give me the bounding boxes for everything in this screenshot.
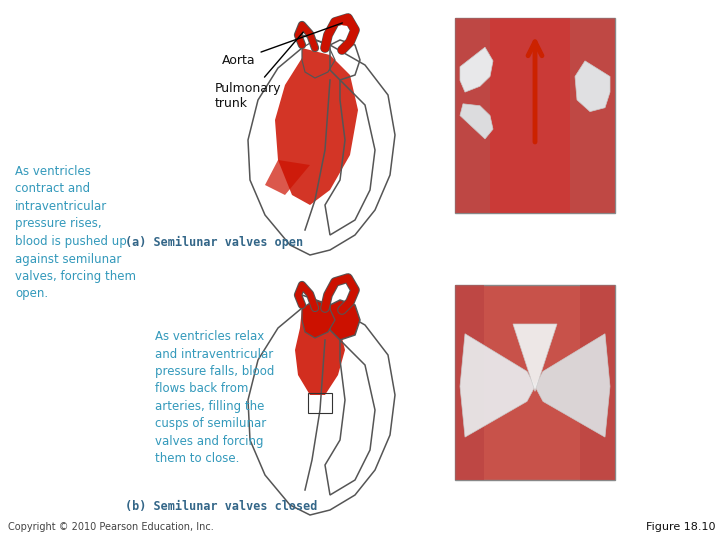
Bar: [455, 18, 615, 213]
Polygon shape: [570, 18, 615, 213]
Polygon shape: [295, 308, 345, 395]
Polygon shape: [455, 285, 484, 480]
Polygon shape: [275, 48, 358, 205]
Text: As ventricles
contract and
intraventricular
pressure rises,
blood is pushed up
a: As ventricles contract and intraventricu…: [15, 165, 136, 300]
Bar: [308, 393, 332, 413]
Polygon shape: [575, 61, 610, 112]
Polygon shape: [490, 18, 570, 213]
Text: As ventricles relax
and intraventricular
pressure falls, blood
flows back from
a: As ventricles relax and intraventricular…: [155, 330, 274, 465]
Bar: [455, 285, 615, 480]
Polygon shape: [513, 324, 557, 392]
Text: (a) Semilunar valves open: (a) Semilunar valves open: [125, 236, 303, 249]
Text: Aorta: Aorta: [222, 23, 343, 66]
Polygon shape: [580, 285, 615, 480]
Text: Pulmonary
trunk: Pulmonary trunk: [215, 32, 303, 110]
Polygon shape: [455, 18, 490, 213]
Text: (b) Semilunar valves closed: (b) Semilunar valves closed: [125, 500, 318, 513]
Polygon shape: [535, 334, 610, 437]
Polygon shape: [460, 334, 535, 437]
Polygon shape: [330, 300, 360, 340]
Polygon shape: [460, 104, 493, 139]
Polygon shape: [460, 47, 493, 92]
Polygon shape: [302, 300, 335, 338]
Text: Copyright © 2010 Pearson Education, Inc.: Copyright © 2010 Pearson Education, Inc.: [8, 522, 214, 532]
Text: Figure 18.10: Figure 18.10: [646, 522, 715, 532]
Polygon shape: [265, 160, 310, 195]
